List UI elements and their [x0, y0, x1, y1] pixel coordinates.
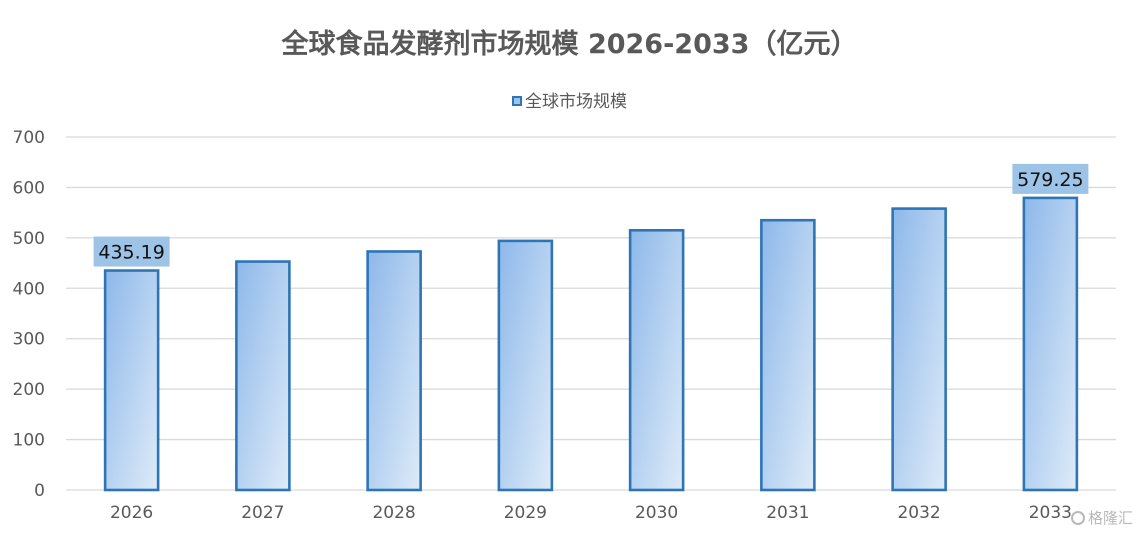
- bar: [366, 250, 422, 492]
- x-tick-label: 2027: [241, 503, 284, 523]
- watermark-text: 格隆汇: [1087, 509, 1133, 527]
- y-tick-label: 400: [13, 279, 45, 299]
- y-tick-label: 600: [13, 178, 45, 198]
- legend-label: 全球市场规模: [525, 92, 627, 112]
- watermark: 格隆汇: [1070, 507, 1133, 528]
- data-label-text: 579.25: [1017, 169, 1083, 191]
- y-tick-label: 300: [13, 330, 45, 350]
- y-tick-label: 700: [13, 128, 45, 148]
- bar: [891, 207, 947, 492]
- bar: [235, 260, 291, 492]
- bar: [497, 239, 554, 492]
- x-tick-label: 2029: [504, 503, 547, 523]
- bar: [103, 269, 160, 492]
- x-tick-label: 2026: [110, 503, 153, 523]
- data-label: 579.25: [1012, 163, 1089, 194]
- chart-title: 全球食品发酵剂市场规模 2026-2033（亿元）: [281, 29, 858, 60]
- x-tick-label: 2033: [1029, 503, 1072, 523]
- x-tick-label: 2028: [372, 503, 415, 523]
- bar: [760, 218, 816, 492]
- y-tick-label: 0: [34, 481, 45, 501]
- y-tick-label: 100: [13, 431, 45, 451]
- x-tick-label: 2030: [635, 503, 678, 523]
- x-tick-label: 2031: [766, 503, 809, 523]
- data-label: 435.19: [93, 236, 170, 267]
- bar: [1022, 196, 1079, 492]
- legend-swatch: [512, 96, 522, 106]
- legend: 全球市场规模: [0, 87, 1139, 112]
- x-tick-label: 2032: [897, 503, 940, 523]
- bar: [628, 228, 685, 492]
- y-tick-label: 500: [13, 229, 45, 249]
- y-tick-label: 200: [13, 380, 45, 400]
- data-label-box: [1012, 163, 1089, 194]
- gelonghui-logo-icon: [1070, 511, 1085, 525]
- data-label-box: [93, 236, 170, 267]
- data-label-text: 435.19: [98, 242, 164, 264]
